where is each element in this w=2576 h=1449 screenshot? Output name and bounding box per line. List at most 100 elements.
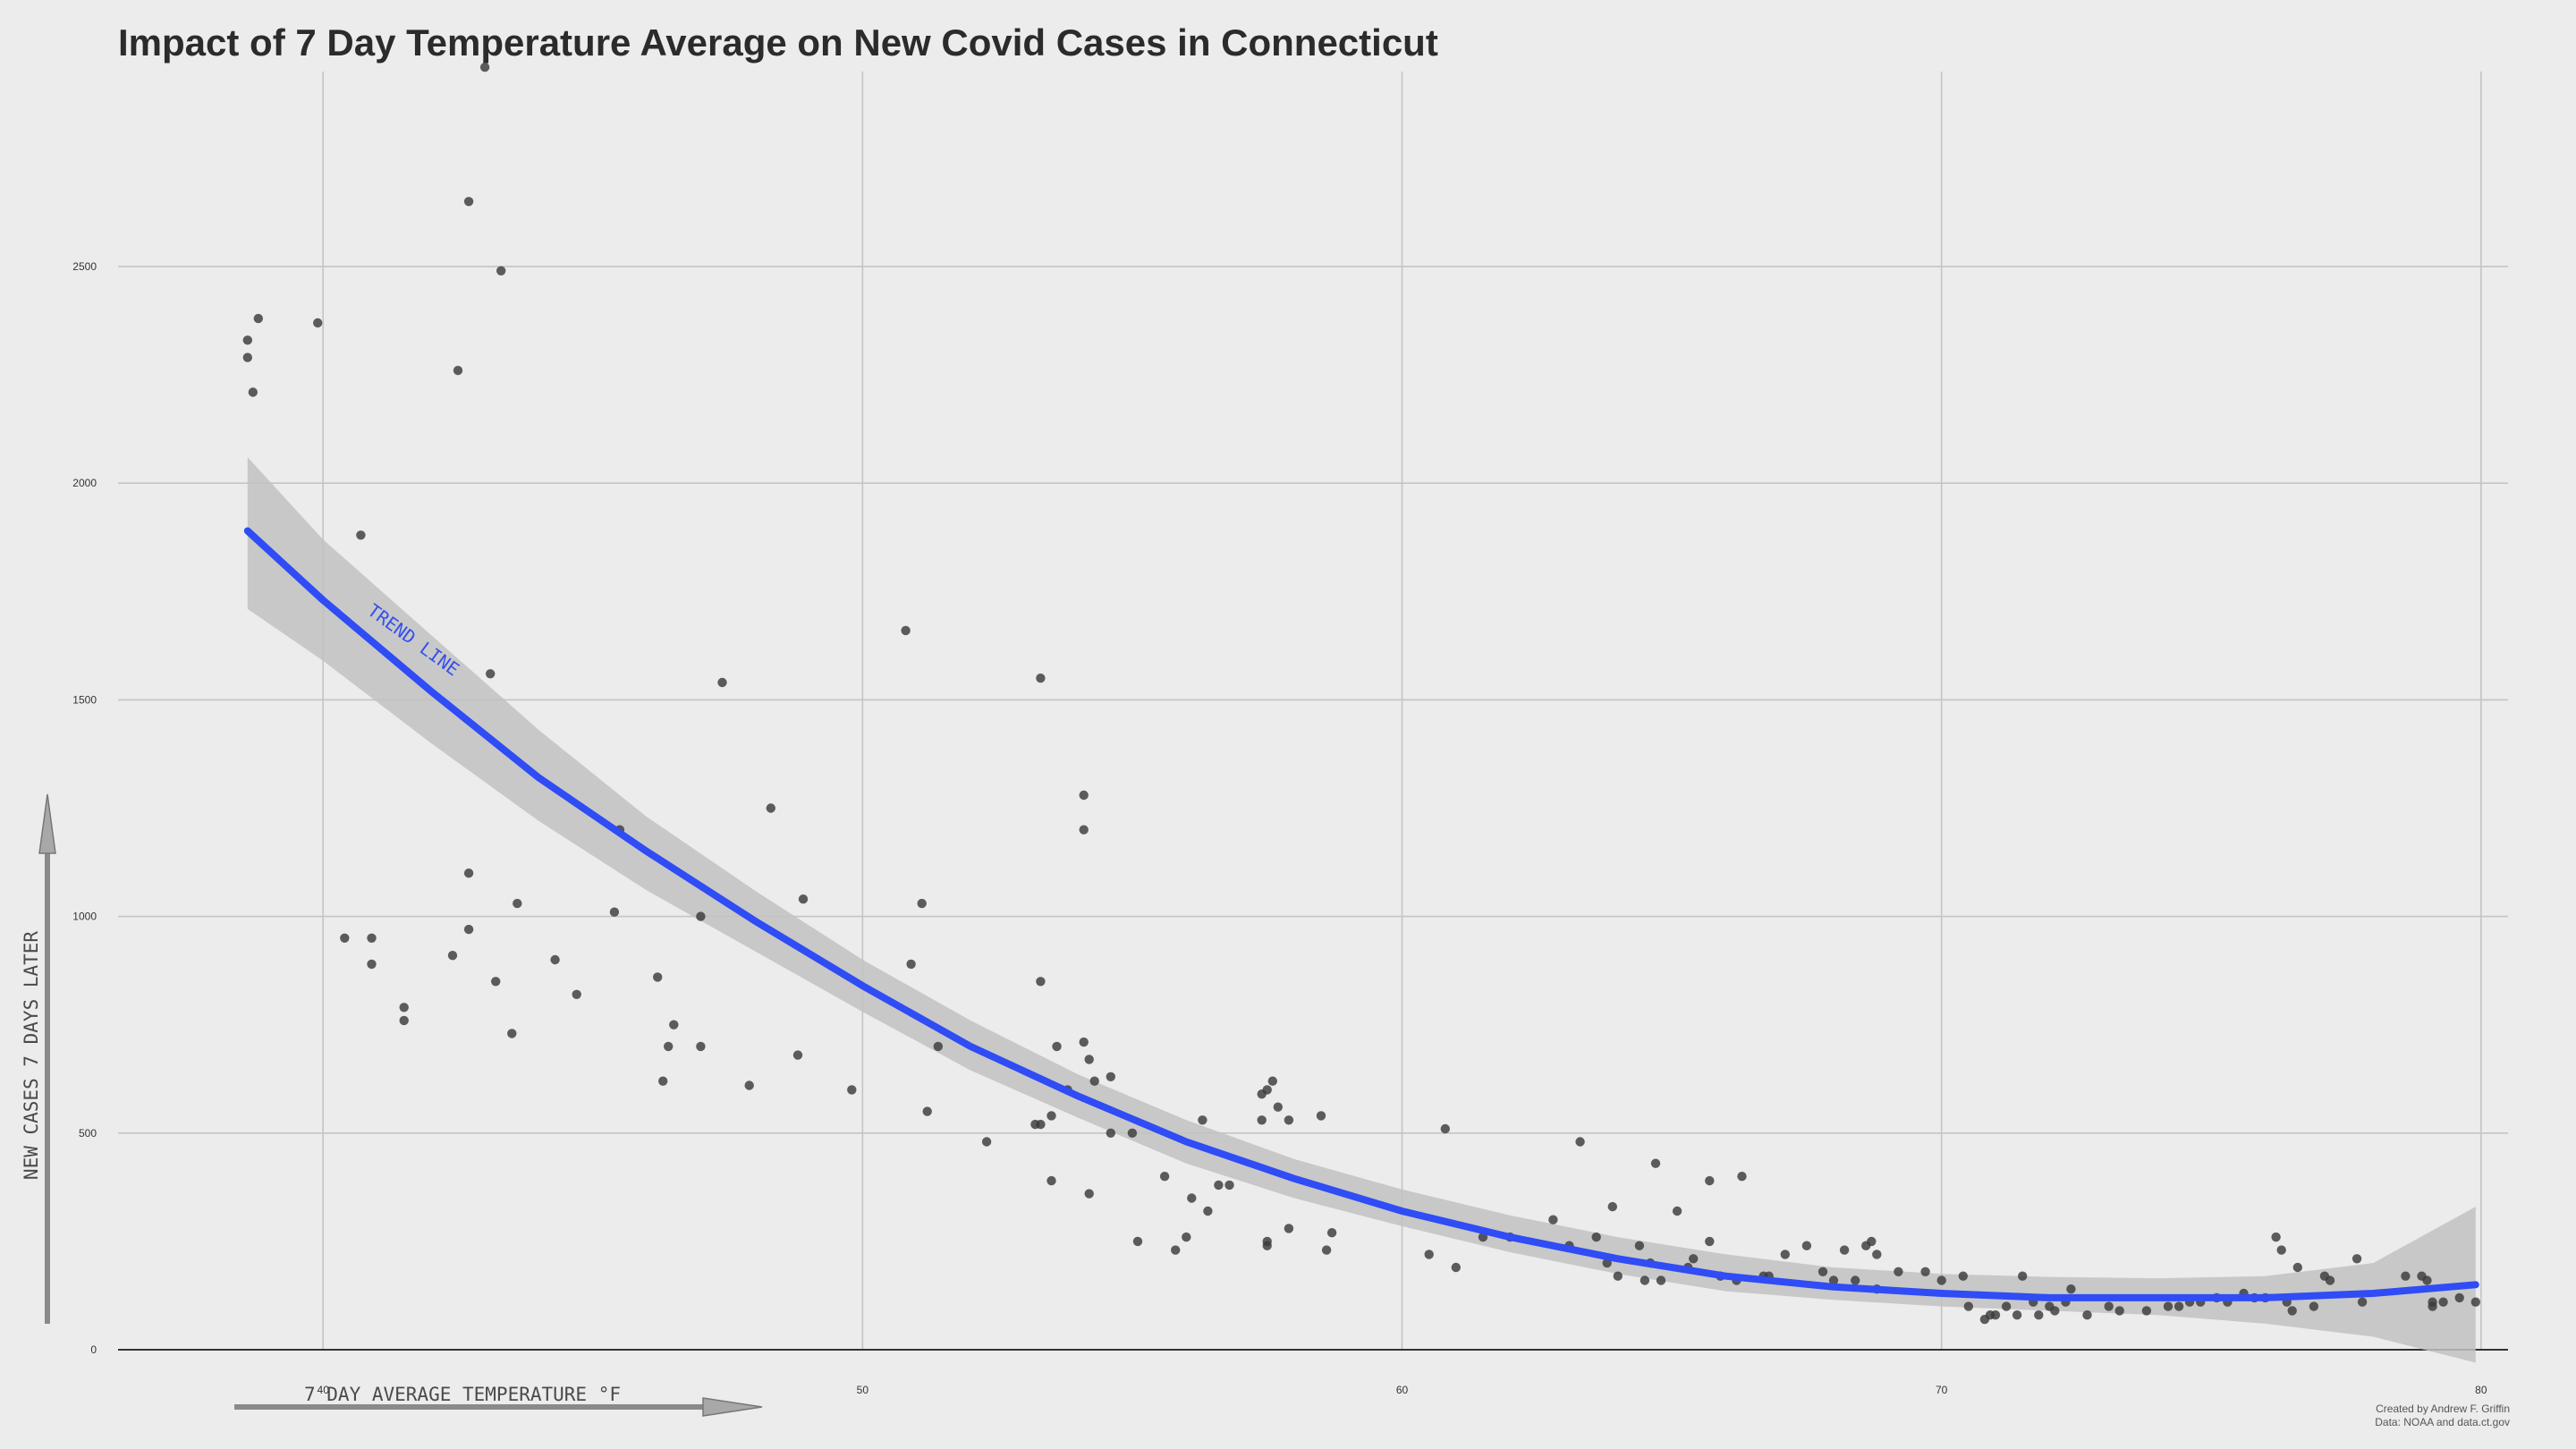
data-point	[1705, 1175, 1715, 1186]
data-point	[356, 530, 366, 540]
grid-lines	[118, 72, 2508, 1351]
data-point	[2141, 1306, 2152, 1316]
x-axis-arrow	[234, 1397, 763, 1417]
data-point	[664, 1041, 674, 1052]
data-point	[463, 197, 474, 207]
data-point	[1780, 1250, 1791, 1259]
data-point	[1171, 1245, 1181, 1255]
data-point	[1326, 1228, 1337, 1238]
data-point	[1851, 1275, 1860, 1285]
data-point	[1079, 790, 1089, 801]
data-point	[2174, 1301, 2184, 1311]
data-point	[2470, 1297, 2480, 1307]
source-caption: Created by Andrew F. Griffin Data: NOAA …	[2375, 1402, 2510, 1429]
data-point	[2034, 1310, 2044, 1320]
data-point	[2012, 1310, 2022, 1320]
data-point	[717, 677, 727, 688]
data-point	[1159, 1172, 1170, 1182]
data-point	[1036, 1119, 1046, 1130]
data-point	[1284, 1115, 1294, 1125]
data-point	[248, 387, 258, 397]
data-point	[1316, 1111, 1326, 1121]
x-tick-label: 60	[1396, 1384, 1409, 1396]
data-point	[1958, 1271, 1968, 1281]
data-point	[2066, 1284, 2076, 1294]
data-point	[1262, 1085, 1272, 1095]
data-point	[572, 989, 581, 1000]
data-point	[242, 352, 252, 362]
data-point	[847, 1085, 857, 1095]
data-point	[2401, 1271, 2411, 1281]
data-point	[1084, 1189, 1094, 1199]
data-point	[2276, 1245, 2286, 1255]
data-point	[2292, 1262, 2302, 1273]
data-point	[2114, 1306, 2124, 1316]
data-point	[1575, 1137, 1585, 1147]
data-point	[2082, 1310, 2092, 1320]
data-point	[2050, 1306, 2060, 1316]
data-point	[1672, 1206, 1682, 1216]
chart-title: Impact of 7 Day Temperature Average on N…	[118, 21, 1438, 64]
data-point	[2271, 1232, 2281, 1242]
y-tick-label: 2000	[72, 477, 97, 489]
data-point	[1591, 1232, 1601, 1242]
data-point	[1424, 1250, 1434, 1259]
data-point	[1548, 1215, 1558, 1224]
data-point	[2287, 1306, 2297, 1316]
data-point	[550, 954, 560, 965]
data-point	[658, 1076, 668, 1086]
data-point	[1257, 1115, 1267, 1125]
data-point	[2438, 1297, 2448, 1307]
data-point	[1267, 1076, 1278, 1086]
trend-line	[243, 527, 2479, 1301]
data-point	[1801, 1241, 1812, 1250]
y-tick-label: 0	[90, 1343, 97, 1356]
data-point	[1602, 1258, 1612, 1268]
data-point	[1920, 1267, 1930, 1277]
data-point	[901, 625, 911, 636]
data-point	[2104, 1301, 2114, 1311]
data-point	[2422, 1275, 2432, 1285]
data-point	[453, 366, 463, 376]
data-point	[1198, 1115, 1208, 1125]
data-point	[2309, 1301, 2319, 1311]
data-point	[2428, 1297, 2437, 1307]
data-point	[1036, 674, 1046, 683]
data-point	[1052, 1041, 1062, 1052]
data-point	[1828, 1275, 1839, 1285]
y-tick-labels: 0 500 1000 1500 2000 2500	[72, 260, 97, 1356]
data-points	[242, 63, 2480, 1325]
data-point	[1689, 1254, 1699, 1264]
data-point	[2357, 1297, 2368, 1307]
data-point	[1640, 1275, 1650, 1285]
data-point	[1936, 1275, 1946, 1285]
data-point	[798, 894, 809, 904]
data-point	[696, 911, 706, 921]
data-point	[1839, 1245, 1850, 1255]
x-tick-label: 40	[318, 1384, 330, 1396]
data-point	[2001, 1301, 2012, 1311]
data-point	[1650, 1158, 1661, 1168]
data-point	[2018, 1271, 2028, 1281]
data-point	[399, 1015, 409, 1026]
data-point	[1046, 1175, 1056, 1186]
data-point	[792, 1050, 803, 1060]
data-point	[1046, 1111, 1056, 1121]
data-point	[1079, 825, 1089, 835]
data-point	[1737, 1172, 1747, 1182]
data-point	[1127, 1128, 1138, 1139]
data-point	[253, 313, 263, 324]
data-point	[367, 933, 377, 944]
data-point	[1106, 1128, 1116, 1139]
data-point	[1872, 1250, 1882, 1259]
data-point	[1273, 1102, 1284, 1112]
data-point	[2351, 1254, 2362, 1264]
data-point	[491, 977, 501, 987]
data-point	[1656, 1275, 1666, 1285]
data-point	[1440, 1123, 1451, 1134]
data-point	[1084, 1055, 1094, 1064]
data-point	[1451, 1262, 1462, 1273]
data-point	[1963, 1301, 1973, 1311]
y-axis-title: NEW CASES 7 DAYS LATER	[21, 931, 42, 1181]
